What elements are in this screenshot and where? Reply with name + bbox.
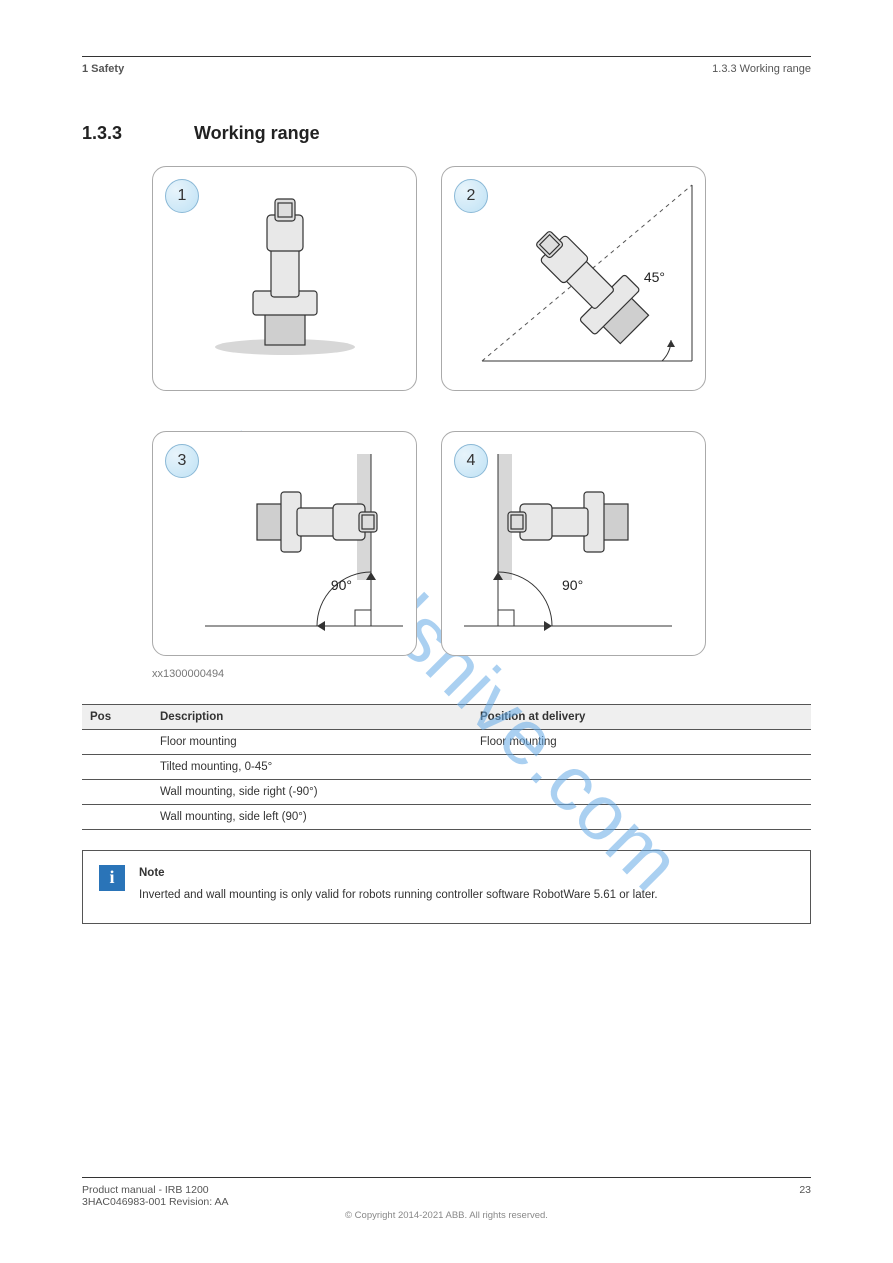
angle-label: 90° [331, 577, 352, 593]
header-rule [82, 56, 811, 57]
figure-reference: xx1300000494 [152, 668, 811, 680]
header-subsection: 1.3.3 Working range [712, 63, 811, 75]
figure-panel-3: 3 [152, 431, 417, 656]
note-content: Note Inverted and wall mounting is only … [139, 865, 658, 905]
figure-panel-4: 4 [441, 431, 706, 656]
table-cell: Floor mounting [152, 730, 472, 755]
footer-doc-id: 3HAC046983-001 Revision: AA [82, 1196, 229, 1208]
section-number: 1.3.3 [82, 123, 146, 144]
section-title: Working range [194, 123, 320, 144]
figure-panel-1: 1 [152, 166, 417, 391]
figure-panel-2: 2 45° [441, 166, 706, 391]
panel-badge: 2 [454, 179, 488, 213]
info-icon: i [99, 865, 125, 891]
footer-copyright: © Copyright 2014-2021 ABB. All rights re… [82, 1210, 811, 1221]
table-cell: Floor mounting [472, 730, 811, 755]
table-header-row: Pos Description Position at delivery [82, 705, 811, 730]
table-row: Tilted mounting, 0-45° [82, 755, 811, 780]
note-heading: Note [139, 865, 658, 883]
angle-label: 90° [562, 577, 583, 593]
table-header: Pos [82, 705, 152, 730]
panel-badge: 1 [165, 179, 199, 213]
footer-manual-title: Product manual - IRB 1200 [82, 1184, 209, 1196]
section-heading: 1.3.3 Working range [82, 123, 811, 144]
table-cell: Tilted mounting, 0-45° [152, 755, 472, 780]
table-cell [82, 780, 152, 805]
table-cell: Wall mounting, side right (-90°) [152, 780, 472, 805]
table-cell [472, 780, 811, 805]
table-row: Wall mounting, side right (-90°) [82, 780, 811, 805]
table-cell [472, 805, 811, 830]
header: 1 Safety 1.3.3 Working range [82, 63, 811, 75]
panel-badge: 3 [165, 444, 199, 478]
footer-rule [82, 1177, 811, 1178]
table-cell [82, 805, 152, 830]
table-cell [82, 755, 152, 780]
angle-label: 45° [644, 269, 665, 285]
note-body: Inverted and wall mounting is only valid… [139, 887, 658, 905]
mounting-table: Pos Description Position at delivery Flo… [82, 704, 811, 830]
table-row: Wall mounting, side left (90°) [82, 805, 811, 830]
panel-badge: 4 [454, 444, 488, 478]
header-section: 1 Safety [82, 63, 124, 75]
footer-page-number: 23 [799, 1184, 811, 1196]
table-cell [82, 730, 152, 755]
table-header: Description [152, 705, 472, 730]
figure-row: 1 2 [152, 166, 811, 391]
table-row: Floor mounting Floor mounting [82, 730, 811, 755]
table-header: Position at delivery [472, 705, 811, 730]
table-cell: Wall mounting, side left (90°) [152, 805, 472, 830]
note-box: i Note Inverted and wall mounting is onl… [82, 850, 811, 924]
figure-grid: 1 2 [152, 166, 811, 656]
table-cell [472, 755, 811, 780]
footer: Product manual - IRB 1200 23 3HAC046983-… [82, 1177, 811, 1221]
figure-row: 3 [152, 431, 811, 656]
